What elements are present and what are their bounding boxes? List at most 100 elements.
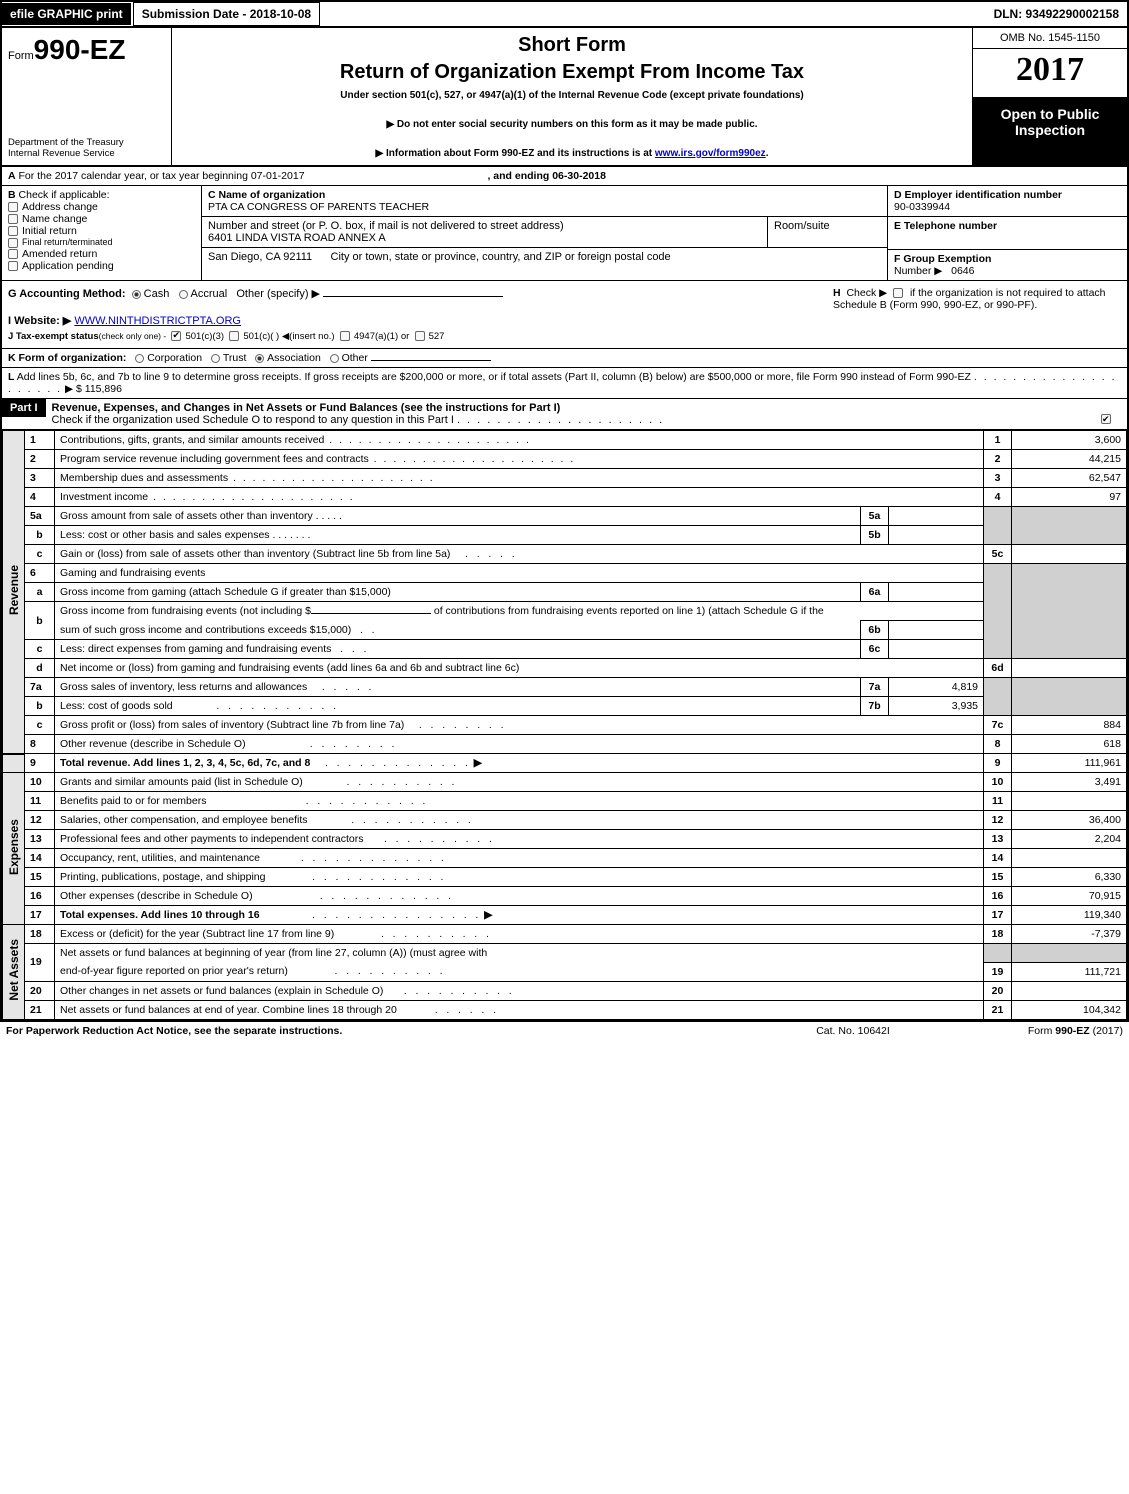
r3-desc: Membership dues and assessments [55, 469, 984, 488]
r6a-desc: Gross income from gaming (attach Schedul… [55, 583, 861, 602]
box-b-label: Check if applicable: [19, 189, 110, 201]
checkbox-h[interactable] [893, 288, 903, 298]
header-right: OMB No. 1545-1150 2017 Open to Public In… [972, 28, 1127, 165]
line-l: L Add lines 5b, 6c, and 7b to line 9 to … [2, 368, 1127, 399]
r7c-desc: Gross profit or (loss) from sales of inv… [55, 716, 984, 735]
r6a-num: a [25, 583, 55, 602]
r15-num: 15 [25, 868, 55, 887]
checkbox-final-return[interactable] [8, 238, 18, 248]
checkbox-amended-return[interactable] [8, 249, 18, 259]
r2-num: 2 [25, 450, 55, 469]
r3-rn: 3 [984, 469, 1012, 488]
checkbox-initial-return[interactable] [8, 226, 18, 236]
box-b-letter: B [8, 189, 16, 201]
r8-rv: 618 [1012, 735, 1127, 754]
radio-corp[interactable] [135, 354, 144, 363]
r20-rn: 20 [984, 981, 1012, 1000]
line-a: A For the 2017 calendar year, or tax yea… [2, 167, 1127, 186]
r19-rn: 19 [984, 962, 1012, 981]
r21-desc: Net assets or fund balances at end of ye… [55, 1000, 984, 1019]
h-check: Check ▶ [846, 287, 887, 299]
checkbox-501c3[interactable] [171, 331, 181, 341]
r14-rn: 14 [984, 849, 1012, 868]
line-a-text: For the 2017 calendar year, or tax year … [19, 170, 305, 182]
open-line1: Open to Public [977, 106, 1123, 122]
r9-desc: Total revenue. Add lines 1, 2, 3, 4, 5c,… [55, 754, 984, 773]
tax-year: 2017 [973, 49, 1127, 98]
d-label: D Employer identification number [894, 189, 1062, 201]
radio-cash[interactable] [132, 290, 141, 299]
r1-desc: Contributions, gifts, grants, and simila… [55, 431, 984, 450]
r5c-desc: Gain or (loss) from sale of assets other… [55, 545, 984, 564]
r6d-rv [1012, 659, 1127, 678]
note-info: ▶ Information about Form 990-EZ and its … [182, 148, 962, 159]
line-g: G Accounting Method: Cash Accrual Other … [8, 287, 821, 300]
radio-trust[interactable] [211, 354, 220, 363]
box-c-label: C Name of organization [208, 189, 325, 201]
r12-rn: 12 [984, 811, 1012, 830]
r13-rv: 2,204 [1012, 830, 1127, 849]
checkbox-527[interactable] [415, 331, 425, 341]
radio-accrual[interactable] [179, 290, 188, 299]
r1-num: 1 [25, 431, 55, 450]
r2-desc: Program service revenue including govern… [55, 450, 984, 469]
r10-rn: 10 [984, 773, 1012, 792]
room-label: Room/suite [774, 220, 881, 232]
part1-header-row: Part I Revenue, Expenses, and Changes in… [2, 399, 1127, 430]
r17-rn: 17 [984, 906, 1012, 925]
r5c-num: c [25, 545, 55, 564]
g-cash: Cash [144, 288, 170, 300]
checkbox-application-pending[interactable] [8, 261, 18, 271]
r1-rn: 1 [984, 431, 1012, 450]
r8-desc: Other revenue (describe in Schedule O) .… [55, 735, 984, 754]
r7b-desc: Less: cost of goods sold . . . . . . . .… [55, 697, 861, 716]
r9-rv: 111,961 [1012, 754, 1127, 773]
r6c-desc: Less: direct expenses from gaming and fu… [55, 640, 861, 659]
r21-rn: 21 [984, 1000, 1012, 1019]
vtab-revenue-end [3, 754, 25, 773]
r7-grey [984, 678, 1012, 716]
r13-desc: Professional fees and other payments to … [55, 830, 984, 849]
dept-line1: Department of the Treasury [8, 137, 165, 148]
r6c-mn: 6c [861, 640, 889, 659]
checkbox-name-change[interactable] [8, 214, 18, 224]
r12-rv: 36,400 [1012, 811, 1127, 830]
k-o4: Other [342, 352, 368, 364]
r15-desc: Printing, publications, postage, and shi… [55, 868, 984, 887]
j-o2: 501(c)( ) ◀(insert no.) [243, 331, 334, 342]
r8-rn: 8 [984, 735, 1012, 754]
vtab-revenue: Revenue [3, 431, 25, 754]
cb-label-2: Initial return [22, 225, 77, 237]
j-label: J Tax-exempt status [8, 331, 99, 342]
r5a-mv [889, 507, 984, 526]
checkbox-part1-schedO[interactable] [1101, 414, 1111, 424]
checkbox-address-change[interactable] [8, 202, 18, 212]
r17-num: 17 [25, 906, 55, 925]
r6a-mv [889, 583, 984, 602]
r4-num: 4 [25, 488, 55, 507]
title-return: Return of Organization Exempt From Incom… [182, 61, 962, 84]
i-label: I Website: ▶ [8, 315, 71, 327]
r7a-desc: Gross sales of inventory, less returns a… [55, 678, 861, 697]
checkbox-501c[interactable] [229, 331, 239, 341]
checkbox-4947[interactable] [340, 331, 350, 341]
r18-desc: Excess or (deficit) for the year (Subtra… [55, 925, 984, 944]
r20-num: 20 [25, 981, 55, 1000]
r12-desc: Salaries, other compensation, and employ… [55, 811, 984, 830]
website-link[interactable]: WWW.NINTHDISTRICTPTA.ORG [74, 315, 241, 327]
j-o3: 4947(a)(1) or [354, 331, 409, 342]
efile-badge: efile GRAPHIC print [2, 3, 131, 25]
irs-link[interactable]: www.irs.gov/form990ez [655, 148, 766, 159]
r6d-rn: 6d [984, 659, 1012, 678]
r11-rv [1012, 792, 1127, 811]
r6b-desc: sum of such gross income and contributio… [55, 621, 861, 640]
open-to-public: Open to Public Inspection [973, 98, 1127, 165]
cb-label-0: Address change [22, 201, 98, 213]
radio-assoc[interactable] [255, 354, 264, 363]
radio-other[interactable] [330, 354, 339, 363]
header-left: Form990-EZ Department of the Treasury In… [2, 28, 172, 165]
r5b-desc: Less: cost or other basis and sales expe… [55, 526, 861, 545]
r4-desc: Investment income [55, 488, 984, 507]
r4-rn: 4 [984, 488, 1012, 507]
street: 6401 LINDA VISTA ROAD ANNEX A [208, 232, 761, 244]
